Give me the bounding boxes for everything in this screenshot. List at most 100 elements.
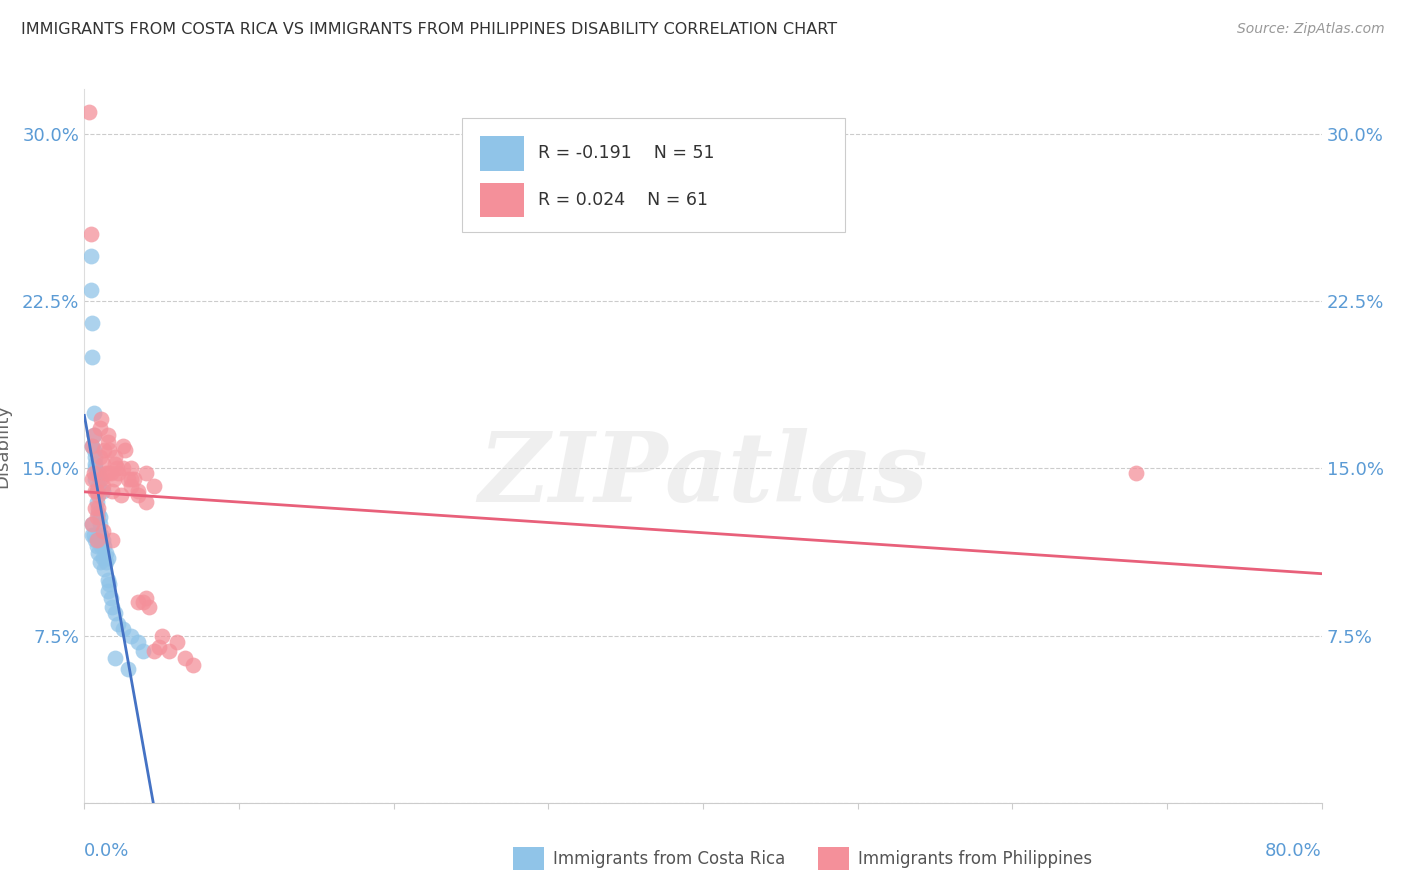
Point [128,595,150,609]
Text: R = -0.191    N = 51: R = -0.191 N = 51 [538,145,714,162]
FancyBboxPatch shape [481,183,523,217]
Point [101,533,124,547]
Point [98,577,121,591]
Point [135,494,157,508]
Point [132,595,155,609]
FancyBboxPatch shape [481,136,523,170]
Point [93,539,115,553]
Point [97,466,120,480]
Point [117,473,139,487]
Point [83,405,105,420]
Point [101,599,124,614]
Point [148,640,170,654]
FancyBboxPatch shape [461,118,845,232]
Point [135,466,157,480]
Point [84,473,107,487]
Point [128,488,150,502]
Point [86,466,108,480]
Point [143,479,166,493]
Point [93,443,115,458]
Point [97,583,120,598]
Point [97,427,120,442]
Point [112,439,135,453]
Point [97,434,120,449]
Point [79,227,101,241]
Text: IMMIGRANTS FROM COSTA RICA VS IMMIGRANTS FROM PHILIPPINES DISABILITY CORRELATION: IMMIGRANTS FROM COSTA RICA VS IMMIGRANTS… [21,22,837,37]
Text: 80.0%: 80.0% [1265,842,1322,860]
Point [103,473,125,487]
Point [94,546,117,560]
Point [91,479,114,493]
Point [84,483,107,498]
Point [77,104,100,119]
Point [101,483,124,498]
Point [84,461,107,475]
Point [107,617,129,632]
Point [104,607,127,621]
Point [89,421,111,435]
Point [135,591,157,605]
Point [79,283,101,297]
Point [150,628,173,642]
Point [110,488,132,502]
Text: 0.0%: 0.0% [84,842,129,860]
Point [104,457,127,471]
Point [98,443,121,458]
Point [94,555,117,569]
Point [97,550,120,565]
Point [91,457,114,471]
Point [86,483,108,498]
Point [138,599,160,614]
Point [128,483,150,498]
Point [94,466,117,480]
Point [84,501,107,516]
Point [122,473,145,487]
Point [89,473,111,487]
Point [104,450,127,465]
Point [83,528,105,542]
Text: Source: ZipAtlas.com: Source: ZipAtlas.com [1237,22,1385,37]
Point [100,466,122,480]
Point [82,517,104,532]
Text: Immigrants from Philippines: Immigrants from Philippines [858,850,1092,868]
Point [104,651,127,665]
Point [97,573,120,587]
Point [86,483,108,498]
Point [89,555,111,569]
Point [91,524,114,538]
Y-axis label: Disability: Disability [0,404,11,488]
Point [120,628,142,642]
Point [83,466,105,480]
Point [107,466,129,480]
Point [1125,466,1147,480]
Point [89,517,111,532]
Text: Immigrants from Costa Rica: Immigrants from Costa Rica [553,850,785,868]
Text: R = 0.024    N = 61: R = 0.024 N = 61 [538,191,709,209]
Point [143,644,166,658]
Point [87,506,110,520]
Point [120,461,142,475]
Point [117,662,139,676]
Point [105,461,128,475]
Point [132,644,155,658]
Point [100,591,122,605]
Point [82,317,104,331]
Point [87,488,110,502]
Point [87,546,110,560]
Point [86,510,108,524]
Point [90,412,112,426]
Point [86,494,108,508]
Point [90,528,112,542]
Point [120,479,142,493]
Point [82,439,104,453]
Point [83,427,105,442]
Point [114,443,136,458]
Point [174,651,197,665]
Point [82,528,104,542]
Point [91,533,114,547]
Point [83,443,105,458]
Point [79,249,101,264]
Point [82,350,104,364]
Point [112,622,135,636]
Point [93,562,115,576]
